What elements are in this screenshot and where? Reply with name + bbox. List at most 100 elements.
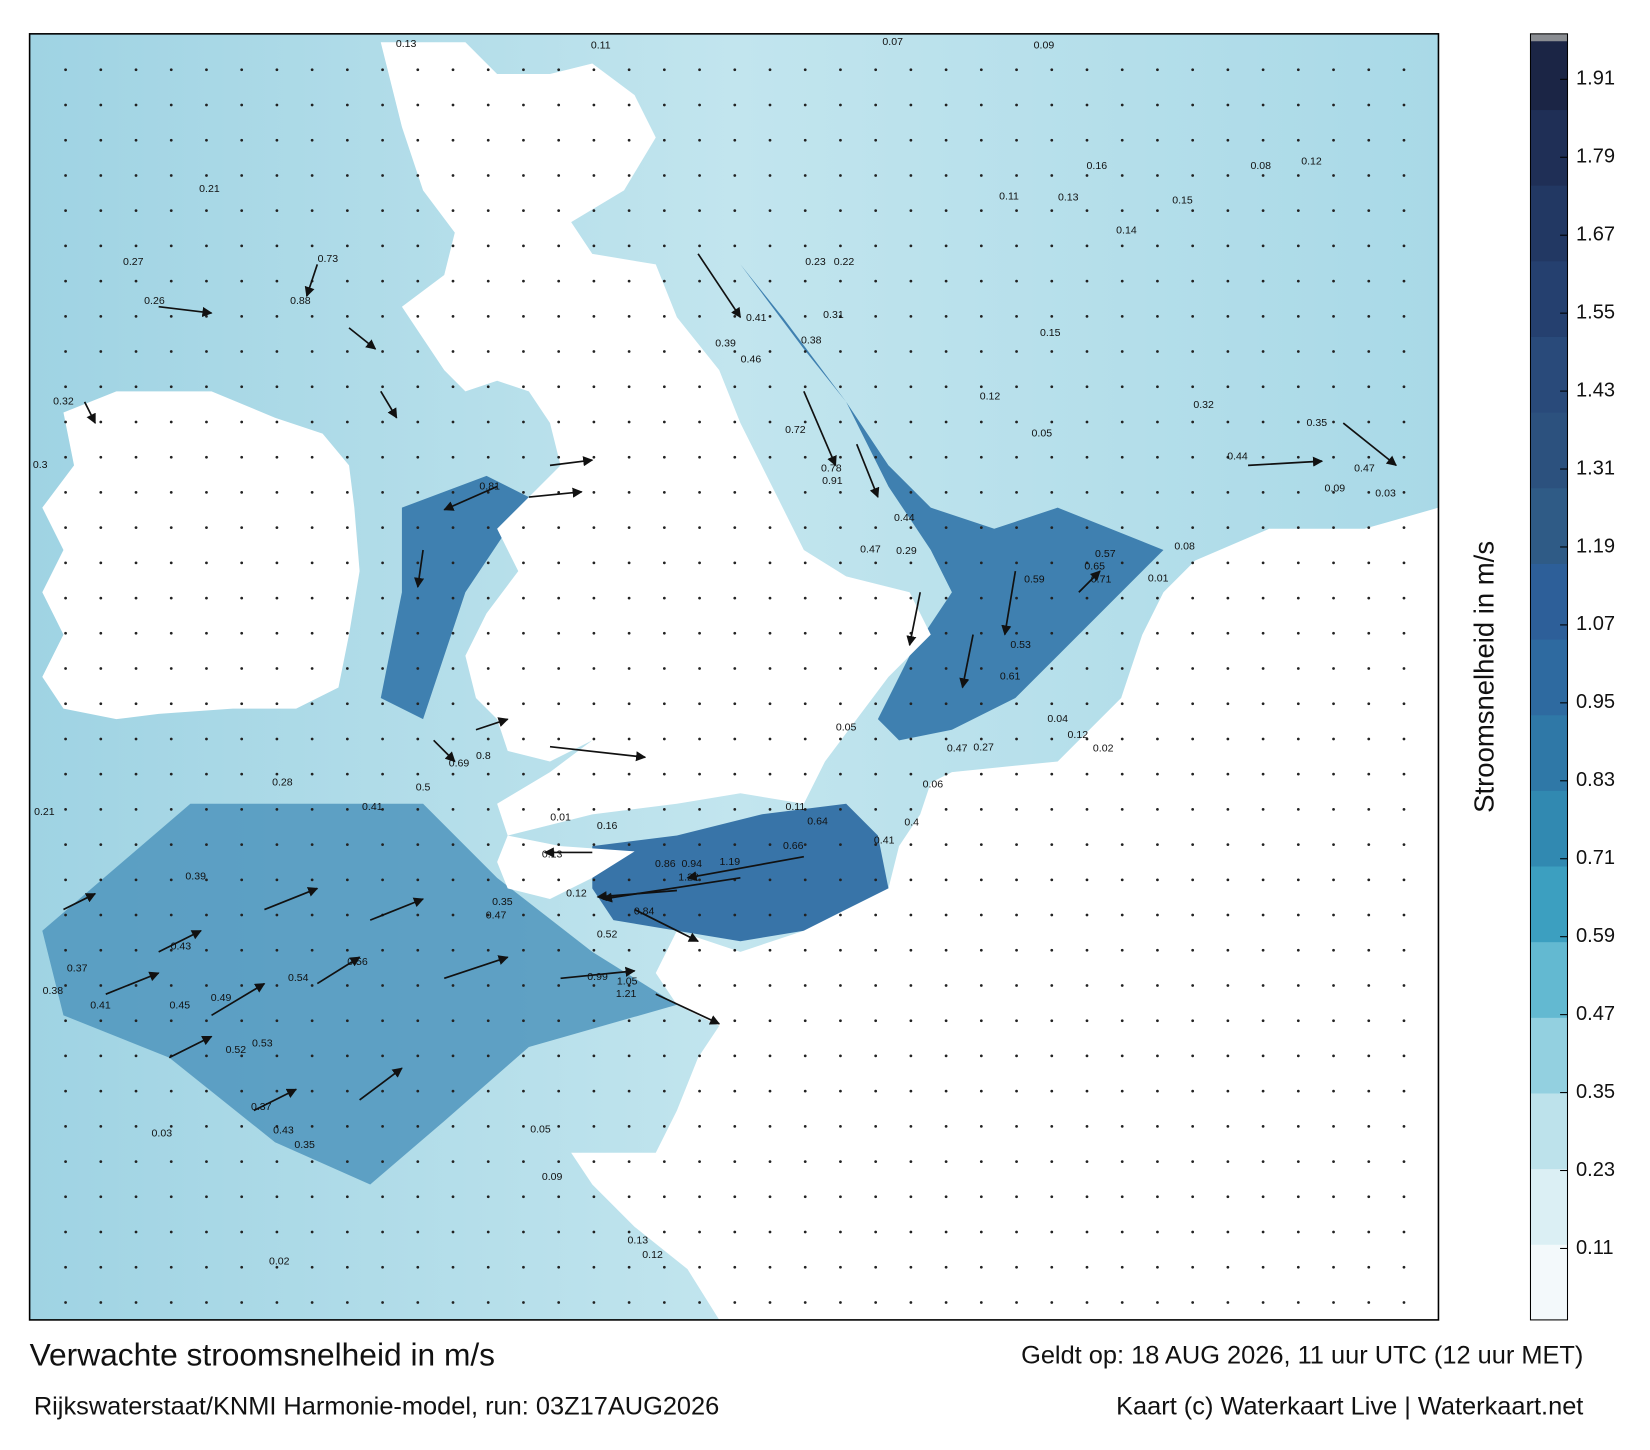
grid-dot: [275, 561, 279, 565]
grid-dot: [803, 1054, 807, 1058]
grid-dot: [979, 314, 983, 318]
grid-dot: [240, 878, 244, 882]
grid-dot: [345, 913, 349, 917]
grid-dot: [944, 68, 948, 72]
grid-dot: [627, 1301, 631, 1304]
speed-label: 0.21: [34, 806, 55, 818]
grid-dot: [522, 1265, 525, 1269]
grid-dot: [1015, 420, 1018, 424]
grid-dot: [1261, 244, 1265, 248]
grid-dot: [944, 1195, 948, 1199]
speed-label: 0.37: [251, 1101, 272, 1113]
grid-dot: [1296, 103, 1300, 107]
grid-dot: [909, 350, 913, 353]
speed-label: 0.88: [290, 295, 311, 307]
grid-dot: [1015, 350, 1018, 353]
grid-dot: [240, 103, 244, 107]
grid-dot: [451, 1265, 455, 1269]
grid-dot: [205, 913, 208, 917]
grid-dot: [979, 1195, 983, 1199]
grid-dot: [205, 631, 208, 635]
grid-dot: [698, 1124, 701, 1128]
grid-dot: [557, 455, 561, 459]
grid-dot: [557, 1301, 561, 1304]
grid-dot: [522, 1124, 525, 1128]
grid-dot: [1226, 244, 1230, 248]
grid-dot: [698, 209, 701, 213]
grid-dot: [381, 1301, 384, 1304]
grid-dot: [1120, 526, 1124, 530]
speed-label: 0.04: [1047, 713, 1068, 725]
grid-dot: [1226, 1230, 1230, 1234]
grid-dot: [522, 209, 525, 213]
grid-dot: [1156, 631, 1159, 635]
grid-dot: [416, 526, 420, 530]
grid-dot: [64, 1265, 67, 1269]
speed-label: 0.38: [43, 985, 64, 997]
grid-dot: [205, 984, 208, 987]
grid-dot: [1226, 843, 1230, 846]
grid-dot: [979, 702, 983, 706]
grid-dot: [803, 209, 807, 213]
grid-dot: [522, 244, 525, 248]
grid-dot: [662, 808, 666, 811]
grid-dot: [240, 984, 244, 987]
grid-dot: [486, 455, 490, 459]
grid-dot: [1296, 68, 1300, 72]
speed-label: 0.11: [999, 191, 1019, 203]
grid-dot: [592, 455, 596, 459]
grid-dot: [1226, 808, 1230, 811]
grid-dot: [134, 1230, 138, 1234]
grid-dot: [1015, 244, 1018, 248]
grid-dot: [1402, 174, 1406, 177]
current-arrow: [105, 971, 160, 995]
grid-dot: [839, 1265, 842, 1269]
grid-dot: [768, 174, 772, 177]
grid-dot: [1402, 385, 1406, 389]
grid-dot: [381, 772, 384, 776]
grid-dot: [944, 843, 948, 846]
grid-dot: [1261, 631, 1265, 635]
grid-dot: [522, 772, 525, 776]
grid-dot: [979, 737, 983, 741]
grid-dot: [839, 385, 842, 389]
grid-dot: [64, 561, 67, 565]
grid-dot: [99, 526, 103, 530]
colorbar-tick-label: 1.31: [1576, 457, 1615, 479]
grid-dot: [733, 948, 737, 952]
speed-label: 0.44: [1227, 451, 1248, 463]
grid-dot: [416, 68, 420, 72]
grid-dot: [134, 385, 138, 389]
grid-dot: [1120, 138, 1124, 142]
grid-dot: [733, 808, 737, 811]
grid-dot: [99, 385, 103, 389]
grid-dot: [345, 455, 349, 459]
grid-dot: [486, 1195, 490, 1199]
grid-dot: [522, 1160, 525, 1163]
grid-dot: [874, 737, 878, 741]
grid-dot: [1261, 1230, 1265, 1234]
grid-dot: [803, 1230, 807, 1234]
grid-dot: [979, 808, 983, 811]
grid-dot: [240, 1019, 244, 1023]
grid-dot: [1191, 843, 1195, 846]
grid-dot: [64, 737, 67, 741]
speed-label: 0.21: [199, 183, 220, 195]
grid-dot: [662, 913, 666, 917]
grid-dot: [169, 68, 173, 72]
grid-dot: [381, 350, 384, 353]
grid-dot: [1191, 878, 1195, 882]
grid-dot: [1402, 420, 1406, 424]
grid-dot: [803, 174, 807, 177]
grid-dot: [1296, 948, 1300, 952]
grid-dot: [1226, 279, 1230, 283]
grid-dot: [1156, 68, 1159, 72]
grid-dot: [1332, 1019, 1335, 1023]
grid-dot: [1191, 596, 1195, 600]
grid-dot: [1296, 1054, 1300, 1058]
speed-label: 0.27: [123, 256, 144, 268]
grid-dot: [733, 103, 737, 107]
grid-dot: [1296, 138, 1300, 142]
grid-dot: [1085, 1265, 1089, 1269]
speed-labels: 0.810.880.730.910.780.721.220.940.86 1.19…: [33, 36, 1396, 1267]
